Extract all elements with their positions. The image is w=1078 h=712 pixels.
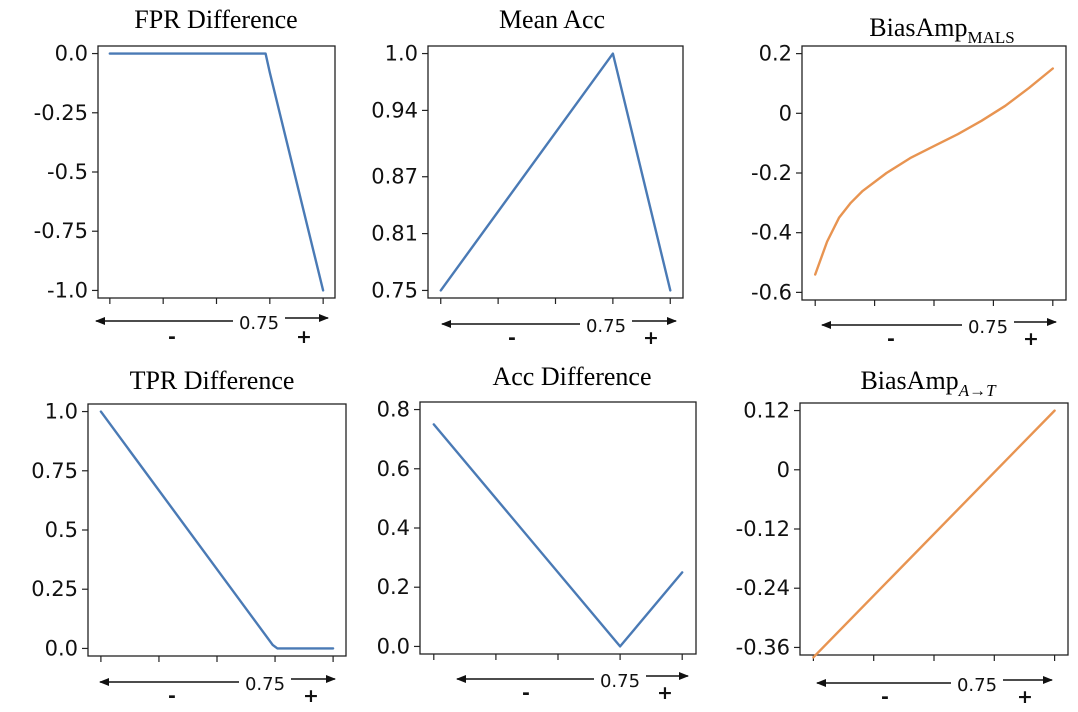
y-tick-label: 0.25 <box>31 577 78 601</box>
y-tick-label: 0.75 <box>31 459 78 483</box>
plot-frame <box>799 402 1069 656</box>
y-tick-label: 0 <box>779 101 792 125</box>
y-tick-label: 0.87 <box>371 165 418 189</box>
minus-sign: - <box>522 682 530 704</box>
y-tick-label: -0.6 <box>751 280 792 304</box>
chart-panel-1: FPR Difference 0.0 -0.25 -0.5 -0.75 -1.0 0.75 -… <box>34 5 336 348</box>
y-tick-label: 0.8 <box>377 398 410 422</box>
y-tick-label: -0.25 <box>34 101 88 125</box>
plot-frame <box>419 401 697 655</box>
y-tick-label: 0 <box>777 458 790 482</box>
series-line <box>439 52 672 292</box>
chart-title: BiasAmpMALS <box>869 13 1014 47</box>
chart-title-main: BiasAmp <box>869 13 967 42</box>
chart-title-main: Acc Difference <box>492 362 651 391</box>
y-tick-label: -0.4 <box>751 221 792 245</box>
chart-panel-4: TPR Difference 1.0 0.75 0.5 0.25 0.0 0.75 - + <box>31 366 347 707</box>
chart-panel-3: BiasAmpMALS 0.2 0 -0.2 -0.4 -0.6 0.75 - + <box>751 13 1067 350</box>
chart-title-subscript: MALS <box>968 28 1015 47</box>
series-line <box>108 52 325 292</box>
plot-frame <box>97 45 336 299</box>
chart-title: Acc Difference <box>492 362 651 391</box>
threshold-label: 0.75 <box>586 316 626 337</box>
y-tick-label: -0.2 <box>751 161 792 185</box>
y-tick-label: 0.0 <box>55 42 88 66</box>
plot-frame <box>801 45 1067 301</box>
plus-sign: + <box>1017 686 1033 708</box>
plot-frame <box>427 45 684 299</box>
plus-sign: + <box>296 326 312 348</box>
chart-title: Mean Acc <box>499 5 605 34</box>
chart-title-main: BiasAmp <box>860 366 958 395</box>
chart-title-main: TPR Difference <box>130 366 295 395</box>
y-tick-label: 0.6 <box>377 457 410 481</box>
series-line <box>99 410 335 650</box>
threshold-label: 0.75 <box>245 674 285 695</box>
series-line <box>812 409 1056 659</box>
series-line <box>432 423 684 648</box>
minus-sign: - <box>887 328 895 350</box>
chart-title: FPR Difference <box>134 5 297 34</box>
y-tick-label: 0.5 <box>45 518 78 542</box>
series-line <box>814 67 1055 276</box>
chart-panel-6: BiasAmpA→T 0.12 0 -0.12 -0.24 -0.36 0.75 - + <box>736 366 1069 708</box>
plus-sign: + <box>303 685 319 707</box>
y-tick-label: 0.0 <box>45 636 78 660</box>
chart-panel-2: Mean Acc 1.0 0.94 0.87 0.81 0.75 0.75 - + <box>371 5 684 349</box>
y-tick-label: 1.0 <box>45 400 78 424</box>
plot-frame <box>87 403 347 657</box>
y-tick-label: 0.2 <box>759 42 792 66</box>
minus-sign: - <box>168 685 176 707</box>
plus-sign: + <box>1023 328 1039 350</box>
threshold-label: 0.75 <box>600 671 640 692</box>
y-tick-label: 0.4 <box>377 516 410 540</box>
threshold-label: 0.75 <box>957 675 997 696</box>
y-tick-label: 0.81 <box>371 222 418 246</box>
y-tick-label: 0.12 <box>743 399 790 423</box>
y-tick-label: 0.75 <box>371 278 418 302</box>
minus-sign: - <box>168 326 176 348</box>
y-tick-label: -0.36 <box>736 635 790 659</box>
chart-panel-5: Acc Difference 0.8 0.6 0.4 0.2 0.0 0.75 - + <box>377 362 697 704</box>
chart-title: BiasAmpA→T <box>860 366 997 400</box>
y-tick-label: -0.12 <box>736 517 790 541</box>
y-tick-label: 0.2 <box>377 575 410 599</box>
chart-title-main: Mean Acc <box>499 5 605 34</box>
plus-sign: + <box>657 682 673 704</box>
y-tick-label: -0.24 <box>736 576 790 600</box>
chart-title: TPR Difference <box>130 366 295 395</box>
y-tick-label: 0.94 <box>371 98 418 122</box>
y-tick-label: 1.0 <box>385 42 418 66</box>
plus-sign: + <box>643 327 659 349</box>
minus-sign: - <box>881 686 889 708</box>
y-tick-label: 0.0 <box>377 634 410 658</box>
threshold-label: 0.75 <box>968 317 1008 338</box>
chart-title-main: FPR Difference <box>134 5 297 34</box>
threshold-label: 0.75 <box>239 313 279 334</box>
y-tick-label: -0.75 <box>34 219 88 243</box>
y-tick-label: -0.5 <box>47 160 88 184</box>
y-tick-label: -1.0 <box>47 278 88 302</box>
minus-sign: - <box>508 327 516 349</box>
chart-title-subscript: A→T <box>958 381 997 400</box>
